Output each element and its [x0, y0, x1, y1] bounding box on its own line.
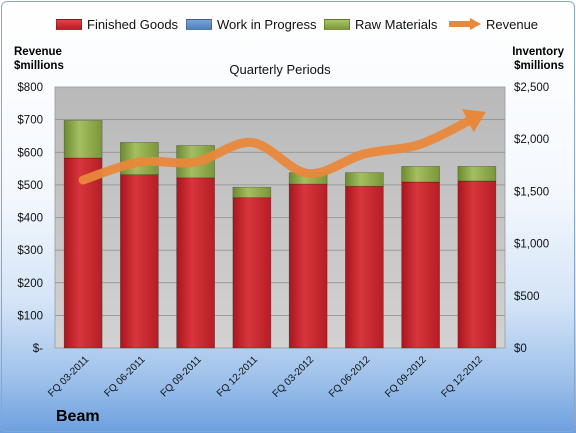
plot-title: Quarterly Periods — [229, 62, 331, 77]
bar-raw-materials — [232, 186, 272, 198]
left-axis-tick-label: $500 — [17, 180, 43, 192]
bar-finished-goods — [457, 180, 497, 349]
x-axis-tick-label: FQ 12-2011 — [215, 354, 260, 399]
right-axis-title: Inventory $millions — [494, 45, 564, 73]
left-axis-title: Revenue $millions — [14, 45, 74, 73]
bar-finished-goods — [63, 157, 103, 349]
left-axis-tick-label: $200 — [17, 278, 43, 290]
right-axis-title-line1: Inventory — [512, 46, 564, 58]
legend-swatch-raw-materials — [324, 18, 350, 30]
x-axis-tick-label: FQ 03-2012 — [271, 354, 317, 400]
company-name: Beam — [56, 408, 100, 425]
bar-finished-goods — [288, 183, 328, 349]
legend-label-work-in-progress: Work in Progress — [217, 16, 317, 32]
bar-finished-goods — [401, 181, 440, 349]
legend-label-finished-goods: Finished Goods — [87, 16, 179, 32]
right-axis-title-line2: $millions — [514, 60, 564, 72]
legend-swatch-finished-goods — [56, 18, 82, 30]
x-axis-tick-label: FQ 06-2012 — [327, 354, 373, 400]
legend: Finished Goods Work in Progress Raw Mate… — [0, 14, 576, 34]
legend-label-raw-materials: Raw Materials — [355, 16, 438, 32]
bar-raw-materials — [457, 166, 497, 182]
x-axis-tick-label: FQ 09-2012 — [383, 354, 429, 400]
left-axis-tick-label: $100 — [17, 310, 43, 322]
right-axis-tick-label: $1,000 — [514, 239, 549, 251]
right-axis-tick-label: $500 — [514, 291, 540, 303]
right-axis-tick-label: $2,000 — [514, 134, 549, 146]
revenue-arrowhead — [462, 109, 486, 133]
bar-finished-goods — [176, 177, 215, 349]
legend-arrow-revenue-icon — [449, 18, 481, 30]
left-axis-tick-label: $400 — [17, 213, 43, 225]
right-axis-tick-label: $0 — [514, 343, 527, 355]
x-axis-ticks: FQ 03-2011 FQ 06-2011 FQ 09-2011 FQ 12-2011… — [46, 354, 485, 400]
left-axis-tick-label: $300 — [17, 245, 43, 257]
right-axis-tick-label: $2,500 — [514, 82, 549, 94]
left-axis-ticks: $- $100 $200 $300 $400 $500 $600 $700 $800 — [17, 82, 43, 355]
x-axis-tick-label: FQ 06-2011 — [103, 354, 148, 399]
bar-raw-materials — [401, 166, 440, 183]
legend-item-raw-materials: Raw Materials — [324, 14, 437, 34]
legend-item-finished-goods: Finished Goods — [56, 14, 178, 34]
revenue-line — [78, 111, 482, 185]
bars — [63, 120, 497, 349]
bar-raw-materials — [63, 120, 103, 159]
bar-finished-goods — [345, 185, 384, 349]
bar-finished-goods — [120, 174, 159, 349]
legend-label-revenue: Revenue — [486, 16, 539, 32]
legend-item-revenue: Revenue — [448, 14, 538, 34]
left-axis-tick-label: $- — [33, 343, 43, 355]
right-axis-tick-label: $1,500 — [514, 186, 549, 198]
left-axis-tick-label: $700 — [17, 115, 43, 127]
left-axis-tick-label: $800 — [17, 82, 43, 94]
revenue-line-layer — [78, 109, 486, 185]
x-axis-tick-label: FQ 09-2011 — [159, 354, 204, 399]
legend-item-work-in-progress: Work in Progress — [186, 14, 316, 34]
bar-raw-materials — [345, 172, 384, 187]
legend-swatch-work-in-progress — [186, 18, 212, 30]
right-axis-ticks: $0 $500 $1,000 $1,500 $2,000 $2,500 — [514, 82, 549, 355]
left-axis-title-line2: $millions — [14, 60, 64, 72]
left-axis-tick-label: $600 — [17, 147, 43, 159]
left-axis-title-line1: Revenue — [14, 46, 62, 58]
bar-finished-goods — [232, 197, 272, 349]
x-axis-tick-label: FQ 03-2011 — [46, 354, 91, 399]
x-axis-tick-label: FQ 12-2012 — [439, 354, 485, 400]
